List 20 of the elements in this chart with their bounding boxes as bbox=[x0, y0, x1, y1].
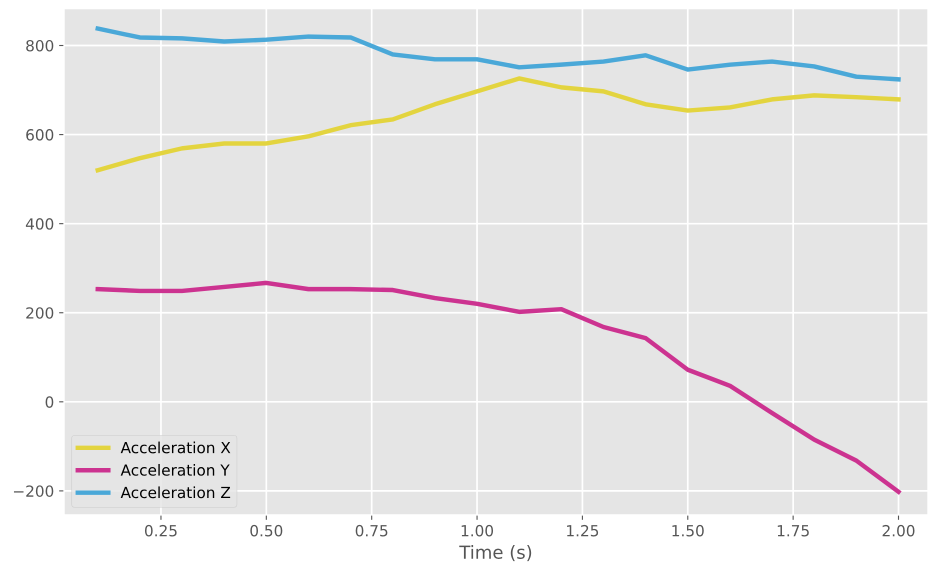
line-series bbox=[96, 76, 901, 172]
y-tick-label: 800 bbox=[26, 40, 54, 52]
x-tick-label: 0.75 bbox=[356, 524, 388, 536]
line-series bbox=[96, 26, 901, 82]
x-tick-label: 0.25 bbox=[144, 524, 177, 536]
x-tick-label: 1.25 bbox=[567, 524, 598, 536]
x-tick-label: 1.00 bbox=[462, 524, 494, 536]
x-axis-title: Time (s) bbox=[459, 545, 532, 562]
y-tick-label: 0 bbox=[46, 396, 54, 408]
x-tick-label: 2.00 bbox=[882, 524, 914, 536]
y-tick-label: 600 bbox=[26, 129, 54, 141]
y-tick-label: 400 bbox=[26, 218, 54, 230]
legend-label: Acceleration Y bbox=[120, 464, 230, 476]
x-tick-label: 0.50 bbox=[250, 524, 282, 536]
x-tick-label: 1.75 bbox=[778, 525, 809, 536]
legend-label: Acceleration Z bbox=[120, 486, 230, 498]
x-tick-label: 1.50 bbox=[672, 524, 704, 536]
y-tick-label: 200 bbox=[26, 307, 54, 319]
legend-label: Acceleration X bbox=[120, 442, 230, 454]
y-tick-label: −200 bbox=[14, 485, 54, 497]
